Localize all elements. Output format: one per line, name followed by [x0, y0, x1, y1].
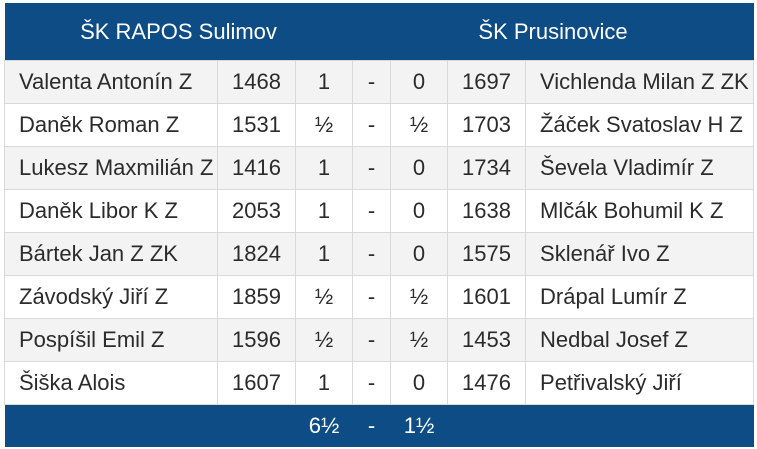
home-player-name: Daněk Libor K Z [4, 189, 218, 233]
score-separator: - [352, 318, 392, 362]
away-board-score: 0 [390, 189, 449, 233]
total-home-score: 6½ [295, 404, 353, 447]
total-spacer-right [447, 404, 754, 447]
home-player-rating: 1607 [217, 361, 296, 405]
table-row: Valenta Antonín Z 1468 1-0 1697 Vichlenda Mi… [4, 60, 755, 104]
home-player-name: Pospíšil Emil Z [4, 318, 218, 362]
score-separator: - [352, 60, 392, 104]
away-player-rating: 1453 [447, 318, 527, 362]
home-player-rating: 1531 [217, 103, 296, 147]
match-result-table: ŠK RAPOS Sulimov ŠK Prusinovice Valenta … [4, 3, 755, 447]
total-row: 6½ - 1½ [4, 404, 754, 447]
away-player-rating: 1703 [447, 103, 527, 147]
total-separator: - [352, 404, 391, 447]
table-row: Daněk Roman Z 1531 ½ - ½ 1703 Žáček Svatoslav … [4, 103, 755, 147]
home-player-name: Lukesz Maxmilián Z [4, 146, 218, 190]
home-player-rating: 1859 [217, 275, 296, 319]
away-player-rating: 1697 [447, 60, 527, 104]
away-player-name: Petřivalský Jiří [525, 361, 755, 405]
table-row: Závodský Jiří Z 1859 ½ - ½ 1601 Drápal Lumír Z [4, 275, 755, 319]
away-player-name: Sklenář Ivo Z [525, 232, 755, 276]
home-board-score: 1 [294, 146, 354, 190]
away-player-name: Nedbal Josef Z [525, 318, 755, 362]
away-player-rating: 1638 [447, 189, 527, 233]
home-player-rating: 1416 [217, 146, 296, 190]
home-board-score: 1 [294, 232, 354, 276]
total-spacer-left [4, 404, 296, 447]
home-player-name: Bártek Jan Z ZK [4, 232, 218, 276]
score-separator: - [352, 232, 392, 276]
away-player-name: Drápal Lumír Z [525, 275, 755, 319]
total-away-score: 1½ [390, 404, 448, 447]
score-separator: - [352, 103, 392, 147]
score-separator: - [352, 146, 392, 190]
away-player-name: Vichlenda Milan Z ZK [525, 60, 755, 104]
away-player-name: Žáček Svatoslav H Z [525, 103, 755, 147]
table-row: Šiška Alois 1607 1-0 1476 Petřivalský Jiří [4, 361, 755, 405]
table-row: Daněk Libor K Z 2053 1-0 1638 Mlčák Bohumil … [4, 189, 755, 233]
home-team-name: ŠK RAPOS Sulimov [4, 3, 353, 61]
away-player-rating: 1575 [447, 232, 527, 276]
score-separator: - [352, 275, 392, 319]
home-player-name: Daněk Roman Z [4, 103, 218, 147]
home-board-score: 1 [294, 361, 354, 405]
away-team-name: ŠK Prusinovice [352, 3, 754, 61]
away-board-score: ½ [390, 275, 449, 319]
away-board-score: 0 [390, 361, 449, 405]
table-row: Pospíšil Emil Z 1596 ½ - ½ 1453 Nedbal Josef Z [4, 318, 755, 362]
home-player-rating: 1824 [217, 232, 296, 276]
score-separator: - [352, 189, 392, 233]
away-board-score: 0 [390, 60, 449, 104]
home-board-score: 1 [294, 189, 354, 233]
away-board-score: ½ [390, 103, 449, 147]
score-separator: - [352, 361, 392, 405]
home-player-name: Závodský Jiří Z [4, 275, 218, 319]
away-player-rating: 1734 [447, 146, 527, 190]
home-board-score: ½ [294, 103, 354, 147]
away-player-rating: 1601 [447, 275, 527, 319]
home-player-rating: 1596 [217, 318, 296, 362]
away-board-score: 0 [390, 146, 449, 190]
home-board-score: 1 [294, 60, 354, 104]
away-board-score: ½ [390, 318, 449, 362]
home-board-score: ½ [294, 318, 354, 362]
home-player-name: Valenta Antonín Z [4, 60, 218, 104]
away-player-name: Ševela Vladimír Z [525, 146, 755, 190]
table-row: Lukesz Maxmilián Z 1416 1-0 1734 Ševela Vlad… [4, 146, 755, 190]
header-row: ŠK RAPOS Sulimov ŠK Prusinovice [4, 3, 754, 61]
home-player-rating: 2053 [217, 189, 296, 233]
home-board-score: ½ [294, 275, 354, 319]
board-rows: Valenta Antonín Z 1468 1-0 1697 Vichlenda Mi… [4, 60, 755, 405]
away-board-score: 0 [390, 232, 449, 276]
away-player-name: Mlčák Bohumil K Z [525, 189, 755, 233]
home-player-rating: 1468 [217, 60, 296, 104]
away-player-rating: 1476 [447, 361, 527, 405]
home-player-name: Šiška Alois [4, 361, 218, 405]
table-row: Bártek Jan Z ZK 1824 1-0 1575 Sklenář Ivo Z [4, 232, 755, 276]
